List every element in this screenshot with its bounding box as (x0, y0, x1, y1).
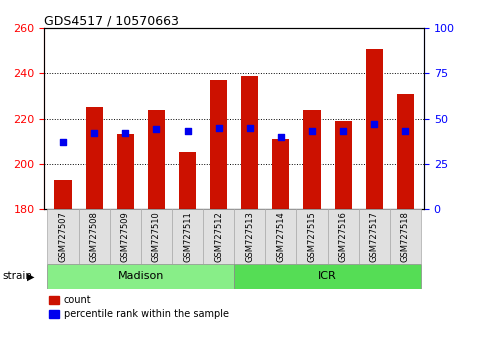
Text: GDS4517 / 10570663: GDS4517 / 10570663 (44, 14, 179, 27)
Text: GSM727513: GSM727513 (245, 212, 254, 262)
Text: GSM727517: GSM727517 (370, 212, 379, 262)
Bar (110, 209, 141, 264)
Point (277, 134, 285, 139)
Bar (234, 264, 421, 289)
Legend: count, percentile rank within the sample: count, percentile rank within the sample (49, 295, 229, 319)
Point (90, 130, 98, 136)
Text: GSM727507: GSM727507 (59, 212, 68, 262)
Bar (55, 179, 71, 209)
Point (183, 129, 191, 134)
Bar (234, 209, 265, 264)
Point (152, 127, 160, 132)
Point (339, 129, 347, 134)
Text: GSM727514: GSM727514 (277, 212, 285, 262)
Point (401, 129, 409, 134)
Text: GSM727515: GSM727515 (308, 212, 317, 262)
Text: strain: strain (2, 272, 33, 281)
Bar (179, 153, 196, 209)
Bar (241, 76, 258, 209)
Bar (327, 209, 358, 264)
Bar (390, 209, 421, 264)
Bar (397, 94, 414, 209)
Text: GSM727512: GSM727512 (214, 212, 223, 262)
Bar (303, 109, 320, 209)
Bar (141, 209, 172, 264)
Bar (358, 209, 390, 264)
Point (59, 139, 67, 145)
Point (370, 121, 378, 127)
Point (214, 125, 222, 131)
Bar (335, 121, 352, 209)
Text: ICR: ICR (318, 272, 337, 281)
Point (308, 129, 316, 134)
Bar (296, 209, 327, 264)
Text: ▶: ▶ (27, 272, 35, 281)
Bar (117, 135, 134, 209)
Text: Madison: Madison (118, 272, 164, 281)
Text: GSM727511: GSM727511 (183, 212, 192, 262)
Text: GSM727518: GSM727518 (401, 212, 410, 262)
Bar (172, 209, 203, 264)
Bar (86, 107, 103, 209)
Bar (47, 209, 78, 264)
Bar (78, 209, 110, 264)
Bar (265, 209, 296, 264)
Point (246, 125, 254, 131)
Point (121, 130, 129, 136)
Bar (148, 109, 165, 209)
Text: GSM727508: GSM727508 (90, 212, 99, 262)
Text: GSM727509: GSM727509 (121, 212, 130, 262)
Bar (210, 80, 227, 209)
Bar (366, 48, 383, 209)
Bar (203, 209, 234, 264)
Text: GSM727516: GSM727516 (339, 212, 348, 262)
Text: GSM727510: GSM727510 (152, 212, 161, 262)
Bar (272, 139, 289, 209)
Bar (47, 264, 234, 289)
